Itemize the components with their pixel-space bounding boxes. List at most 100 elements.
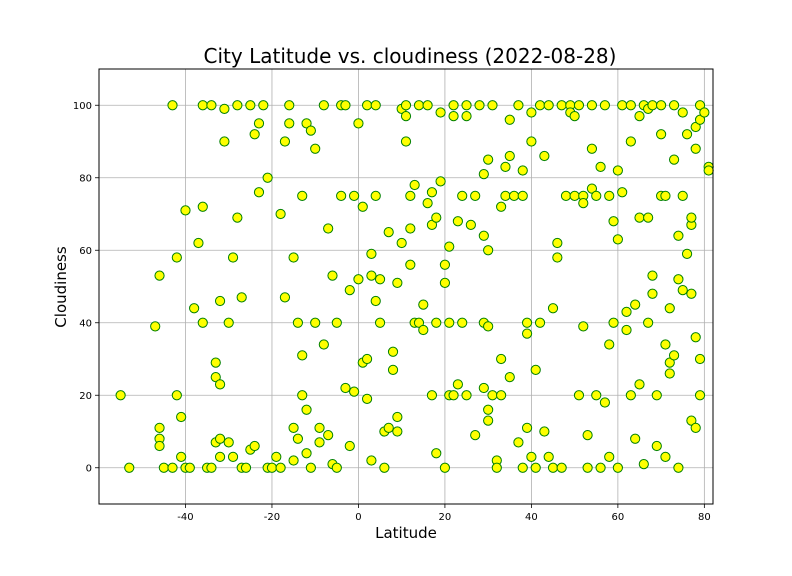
data-point (504, 114, 515, 125)
data-point (461, 390, 472, 401)
data-point (431, 317, 442, 328)
data-point (288, 252, 299, 263)
y-tick-label: 80 (79, 173, 92, 184)
data-point (366, 455, 377, 466)
data-point (227, 451, 239, 462)
data-point (608, 216, 619, 227)
data-point (599, 397, 611, 408)
data-point (664, 303, 675, 314)
data-point (245, 100, 256, 111)
data-point (253, 187, 265, 198)
data-point (418, 324, 429, 336)
data-point (318, 339, 329, 350)
data-point (612, 234, 623, 245)
data-point (457, 317, 468, 328)
data-point (431, 212, 442, 223)
data-point (530, 462, 541, 473)
data-point (435, 107, 446, 118)
data-point (167, 100, 178, 111)
data-point (336, 190, 347, 201)
data-point (526, 136, 537, 147)
data-point (457, 190, 468, 201)
data-point (327, 270, 338, 281)
data-point (344, 440, 355, 452)
data-point (279, 292, 291, 303)
data-point (227, 252, 239, 263)
data-point (604, 339, 615, 350)
data-point (530, 364, 541, 375)
data-point (448, 390, 459, 401)
data-point (452, 216, 463, 227)
data-point (517, 190, 528, 201)
data-point (366, 270, 377, 281)
data-point (383, 227, 394, 238)
data-point (171, 390, 182, 401)
data-point (634, 379, 645, 390)
data-point (552, 237, 563, 249)
data-point (370, 190, 381, 201)
data-point (621, 306, 632, 317)
data-point (249, 129, 260, 140)
data-point (232, 212, 243, 223)
data-point (439, 259, 451, 270)
data-point (578, 198, 589, 209)
data-point (387, 364, 399, 375)
data-point (197, 317, 208, 328)
data-point (214, 433, 226, 444)
data-point (517, 462, 528, 473)
data-point (288, 455, 299, 466)
data-point (262, 172, 273, 183)
data-point (115, 390, 126, 401)
data-point (547, 462, 559, 473)
data-point (651, 440, 662, 452)
data-point (366, 248, 377, 259)
data-point (206, 100, 217, 111)
x-axis-label: Latitude (375, 524, 437, 542)
data-point (370, 295, 381, 307)
data-point (595, 161, 606, 172)
data-point (426, 187, 438, 198)
y-axis-label: Cloudiness (52, 246, 70, 328)
data-point (323, 223, 334, 234)
data-point (400, 111, 412, 122)
data-point (496, 353, 507, 365)
x-tick-label: -20 (264, 512, 280, 523)
data-point (483, 321, 494, 332)
data-point (621, 324, 632, 336)
data-point (223, 437, 234, 448)
data-point (595, 462, 606, 473)
data-point (197, 201, 208, 212)
data-point (435, 176, 446, 187)
data-point (344, 285, 355, 296)
data-point (271, 451, 282, 462)
data-point (279, 136, 291, 147)
data-point (422, 198, 433, 209)
data-point (521, 422, 533, 433)
data-point (483, 245, 494, 256)
data-point (167, 462, 178, 473)
data-point (668, 350, 680, 361)
data-point (361, 353, 373, 365)
x-tick-label: 60 (612, 512, 625, 523)
data-point (331, 317, 342, 328)
data-point (210, 357, 221, 368)
data-point (491, 462, 502, 473)
data-point (686, 212, 697, 223)
data-point (361, 100, 373, 111)
chart-title: City Latitude vs. cloudiness (2022-08-28… (204, 44, 617, 68)
data-point (383, 422, 394, 433)
data-point (374, 317, 386, 328)
data-point (513, 100, 524, 111)
data-point (617, 100, 628, 111)
data-point (673, 274, 684, 285)
data-point (405, 259, 416, 270)
data-point (310, 317, 321, 328)
data-point (249, 440, 260, 452)
data-point (517, 165, 528, 176)
data-point (219, 136, 230, 147)
data-point (668, 154, 680, 165)
data-point (625, 136, 636, 147)
data-point (478, 382, 489, 394)
data-point (634, 212, 645, 223)
